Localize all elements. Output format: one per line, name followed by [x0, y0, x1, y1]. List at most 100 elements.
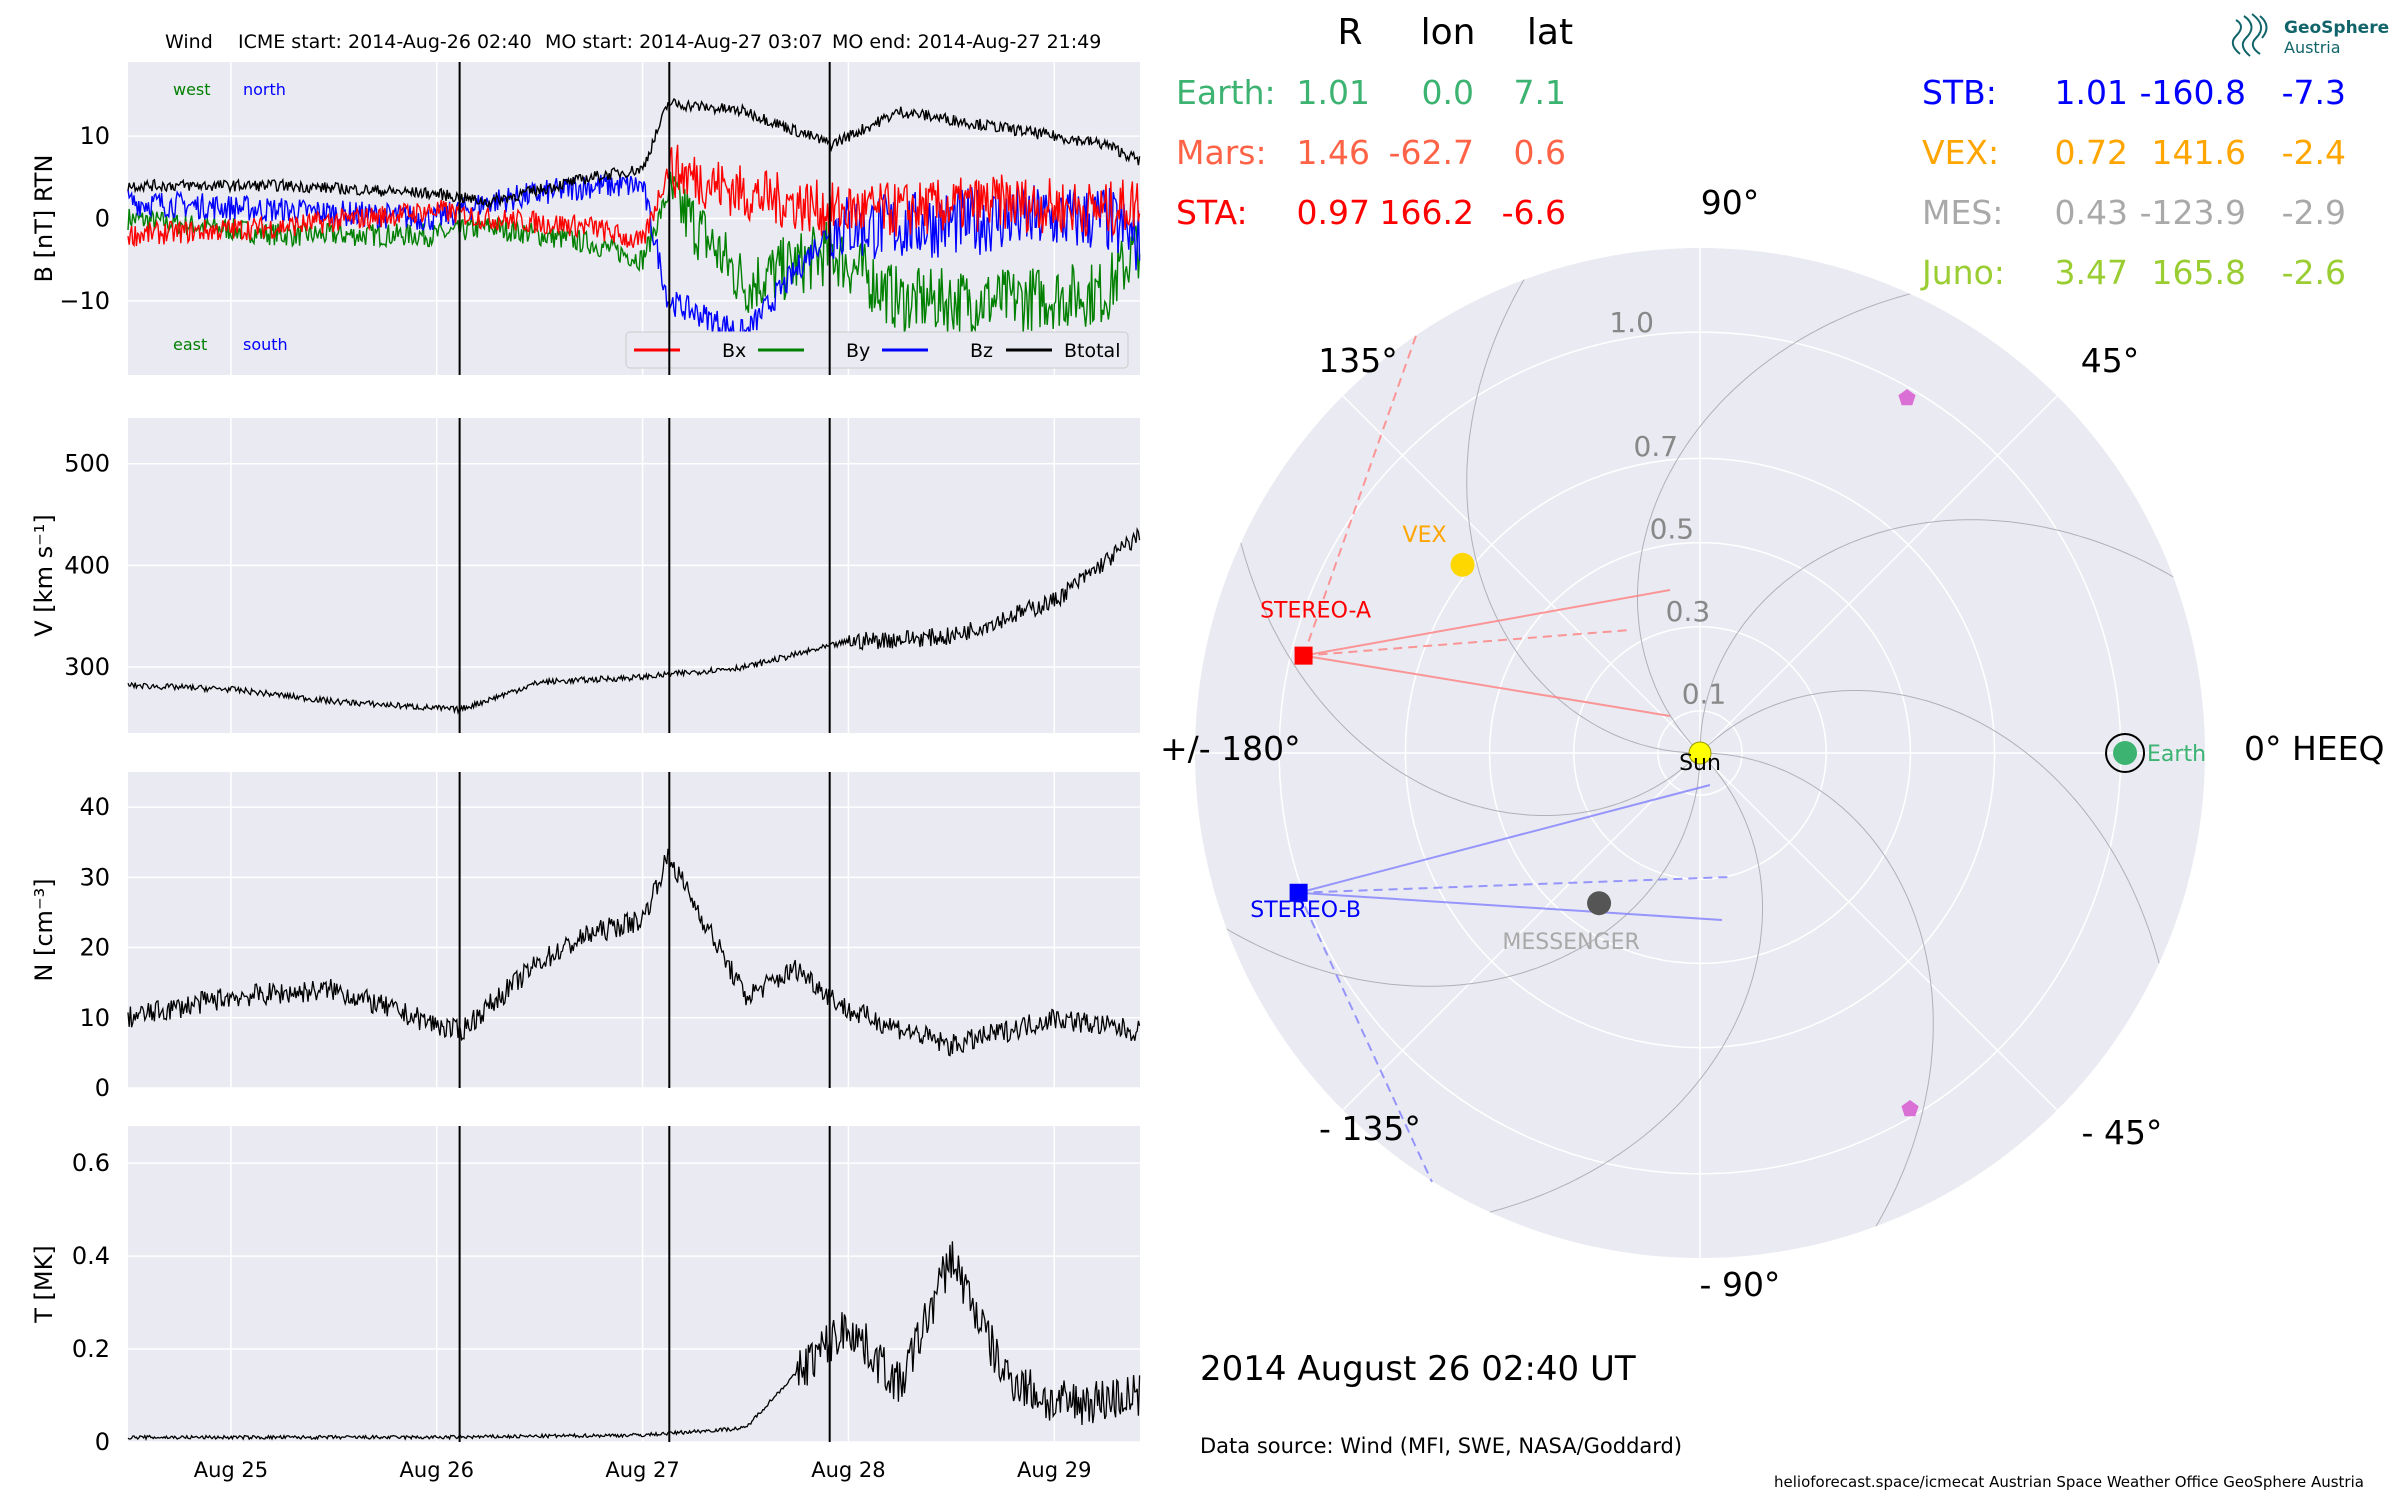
y-tick-label: 10	[79, 1004, 110, 1032]
table-row: STA: 0.97 166.2 -6.6	[1176, 193, 1566, 232]
y-tick-label: 300	[64, 653, 110, 681]
row-lon: -123.9	[2140, 193, 2246, 232]
series-line-btotal	[127, 97, 1141, 209]
table-row: Earth: 1.01 0.0 7.1	[1176, 73, 1566, 112]
table-row: VEX: 0.72 141.6 -2.4	[1922, 133, 2346, 172]
vex-label: VEX	[1403, 523, 1447, 548]
row-lat: 0.6	[1514, 133, 1566, 172]
panel-1: −10 0 10 B [nT] RTN west north east south Bx By Bz…	[30, 62, 1141, 375]
table-header: lon	[1421, 12, 1476, 53]
annotation-east: east	[173, 335, 207, 354]
x-tick-label: Aug 25	[194, 1458, 268, 1482]
row-lat: -2.9	[2282, 193, 2346, 232]
radial-gridcircle	[1488, 541, 1912, 965]
y-tick-label: 0	[95, 1428, 110, 1456]
radial-gridcircle	[1404, 457, 1996, 1049]
angle-label: - 90°	[1700, 1265, 1781, 1304]
stereo-a-fov-line	[1303, 654, 1671, 717]
radial-gridcircle	[1573, 626, 1827, 880]
angle-label: 90°	[1701, 183, 1760, 222]
legend-entry: Btotal	[1064, 340, 1120, 362]
row-name: Earth:	[1176, 73, 1276, 112]
y-tick-label: 500	[64, 450, 110, 478]
series-line-bz	[127, 173, 1141, 344]
geosphere-logo: GeoSphere Austria	[2231, 13, 2389, 57]
y-tick-label: 0.6	[72, 1149, 110, 1177]
y-axis-label: T [MK]	[30, 1245, 58, 1323]
row-name: STA:	[1176, 193, 1248, 232]
y-axis-label: V [km s⁻¹]	[30, 514, 58, 636]
parker-spiral	[1466, 248, 1700, 754]
radial-gridcircle	[1657, 710, 1743, 796]
logo-sub: Austria	[2284, 38, 2341, 57]
row-r: 0.97	[1297, 193, 1370, 232]
x-tick-label: Aug 29	[1017, 1458, 1091, 1482]
table-row: STB: 1.01 -160.8 -7.3	[1922, 73, 2346, 112]
parker-spiral	[1228, 482, 1701, 816]
radial-tick-label: 0.1	[1682, 678, 1727, 711]
table-row: MES: 0.43 -123.9 -2.9	[1922, 193, 2346, 232]
row-lat: -7.3	[2282, 73, 2346, 112]
radial-tick-label: 1.0	[1609, 306, 1654, 339]
parker-spiral	[1195, 753, 1701, 987]
logo-name: GeoSphere	[2284, 18, 2389, 38]
table-header: lat	[1527, 12, 1573, 53]
stereo-b-fov-line	[1297, 892, 1433, 1183]
row-r: 1.01	[1297, 73, 1370, 112]
parker-spiral	[1429, 752, 1763, 1225]
row-lat: -6.6	[1502, 193, 1566, 232]
sun-label: Sun	[1679, 751, 1721, 776]
parker-spiral	[1700, 752, 1934, 1258]
row-lon: -160.8	[2140, 73, 2246, 112]
parker-spiral	[1699, 690, 2172, 1024]
table-row: Mars: 1.46 -62.7 0.6	[1176, 133, 1566, 172]
stereo-a-fov-line	[1303, 629, 1631, 657]
legend-entry: Bx	[722, 340, 746, 362]
panel-3: 0 10 20 30 40 N [cm⁻³]	[30, 772, 1141, 1102]
table-row: Juno: 3.47 165.8 -2.6	[1920, 253, 2346, 292]
earth-ring	[2105, 733, 2146, 773]
row-r: 1.01	[2055, 73, 2128, 112]
y-tick-label: 0.4	[72, 1242, 110, 1270]
planet-marker-icon	[1901, 1100, 1919, 1117]
angle-label: - 45°	[2082, 1113, 2163, 1152]
y-axis-label: B [nT] RTN	[30, 155, 58, 283]
parker-spiral	[1637, 281, 1971, 754]
row-lon: 0.0	[1422, 73, 1474, 112]
annotation-south: south	[243, 335, 288, 354]
legend-entry: Bz	[970, 340, 993, 362]
data-source: Data source: Wind (MFI, SWE, NASA/Goddar…	[1200, 1434, 1682, 1458]
row-name: STB:	[1922, 73, 1997, 112]
header-mo-start: MO start: 2014-Aug-27 03:07	[545, 31, 823, 53]
angle-label: 0° HEEQ	[2244, 729, 2384, 768]
messenger-marker	[1587, 891, 1612, 916]
angle-label: +/- 180°	[1160, 729, 1301, 768]
x-tick-label: Aug 28	[811, 1458, 885, 1482]
y-tick-label: −10	[59, 287, 110, 315]
header-mo-end: MO end: 2014-Aug-27 21:49	[832, 31, 1101, 53]
y-tick-label: 0	[95, 205, 110, 233]
row-name: Juno:	[1920, 253, 2005, 292]
series-line	[127, 848, 1141, 1057]
stereo-b-fov-line	[1298, 784, 1711, 894]
radial-tick-label: 0.5	[1650, 512, 1695, 545]
logo-swirl-icon	[2231, 13, 2268, 57]
stereo-a-fov-line	[1302, 329, 1419, 656]
row-r: 0.43	[2055, 193, 2128, 232]
y-tick-label: 30	[79, 863, 110, 891]
stereo-a-label: STEREO-A	[1260, 599, 1371, 624]
row-name: Mars:	[1176, 133, 1267, 172]
row-lon: 165.8	[2152, 253, 2246, 292]
row-lon: 141.6	[2152, 133, 2246, 172]
panel-2: 300 400 500 V [km s⁻¹]	[30, 418, 1141, 733]
messenger-label: MESSENGER	[1502, 930, 1639, 955]
legend: Bx By Bz Btotal	[625, 331, 1129, 369]
y-tick-label: 0	[95, 1074, 110, 1102]
row-lat: -2.4	[2282, 133, 2346, 172]
stereo-b-marker	[1289, 883, 1308, 902]
series-line-by	[127, 171, 1141, 334]
annotation-north: north	[243, 80, 286, 99]
stereo-b-fov-line	[1298, 876, 1731, 894]
